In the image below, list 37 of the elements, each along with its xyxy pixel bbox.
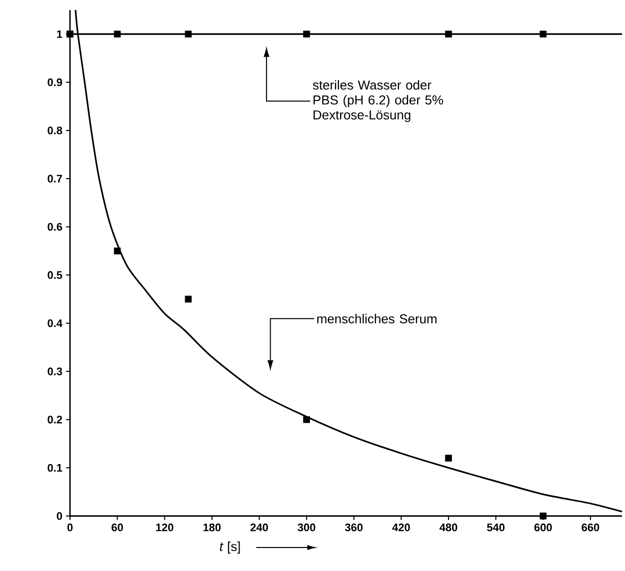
y-tick-label: 0.5 [48,271,62,279]
point [184,296,192,303]
x-axis-title: t [s] [220,542,240,554]
x-tick-label: 180 [203,524,221,532]
annotation: steriles Wasser oder PBS (pH 6.2) oder 5% Dextrose-Lösung [312,80,444,122]
point [184,30,192,38]
x-tick-label: 540 [487,524,505,532]
point [114,30,121,38]
x-tick-label: 120 [156,524,174,532]
y-tick-label: 0.6 [48,222,62,231]
annotation: menschliches Serum [317,314,436,324]
x-tick-label: 600 [534,524,552,532]
point [114,248,121,254]
x-tick-label: 420 [392,524,410,532]
y-tick-label: 0 [56,512,62,520]
point [540,512,547,520]
x-tick-label: 0 [67,524,73,532]
point [303,30,310,38]
y-tick-label: 0.7 [48,174,62,183]
point [445,454,452,462]
y-tick-label: 0.2 [48,416,62,424]
point [445,30,452,38]
x-tick-label: 360 [344,524,363,532]
y-tick-label: 0.9 [48,78,62,86]
point [540,30,547,38]
y-tick-label: 0.4 [48,319,62,328]
y-tick-label: 0.1 [48,464,62,472]
y-tick-label: 0.3 [48,368,62,376]
x-tick-label: 300 [298,524,316,532]
x-tick-label: 660 [582,524,600,532]
line-series [74,9,623,512]
y-tick-label: 0.8 [48,126,62,134]
x-tick-label: 240 [250,524,268,532]
x-tick-label: 60 [112,524,123,532]
y-tick-label: 1 [57,30,62,38]
x-tick-label: 480 [440,524,458,532]
point [303,416,310,424]
